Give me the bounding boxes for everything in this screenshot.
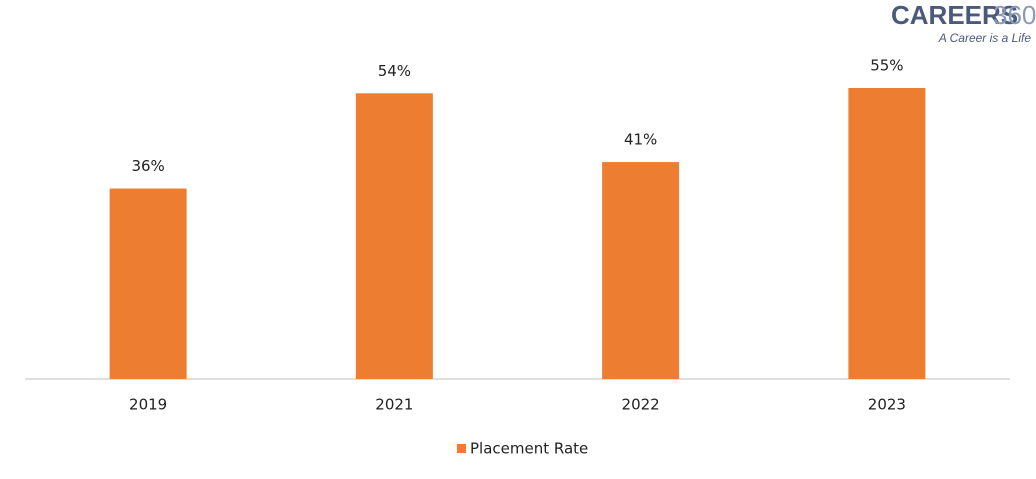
data-label: 55% <box>870 57 903 75</box>
logo-brand: CAREERS <box>891 0 1018 30</box>
x-tick-label: 2022 <box>622 396 660 414</box>
bar <box>109 188 187 379</box>
legend-label: Placement Rate <box>470 440 588 458</box>
bar <box>355 93 433 380</box>
legend-swatch <box>457 444 466 453</box>
data-label: 36% <box>131 157 164 175</box>
logo-number: 360 <box>993 0 1036 30</box>
x-tick-label: 2023 <box>868 396 906 414</box>
x-tick-label: 2019 <box>129 396 167 414</box>
bar <box>602 162 680 379</box>
data-label: 41% <box>624 131 657 149</box>
x-tick-label: 2021 <box>375 396 413 414</box>
data-label: 54% <box>378 62 411 80</box>
bar <box>848 88 926 379</box>
logo-tagline: A Career is a Life <box>938 31 1032 45</box>
